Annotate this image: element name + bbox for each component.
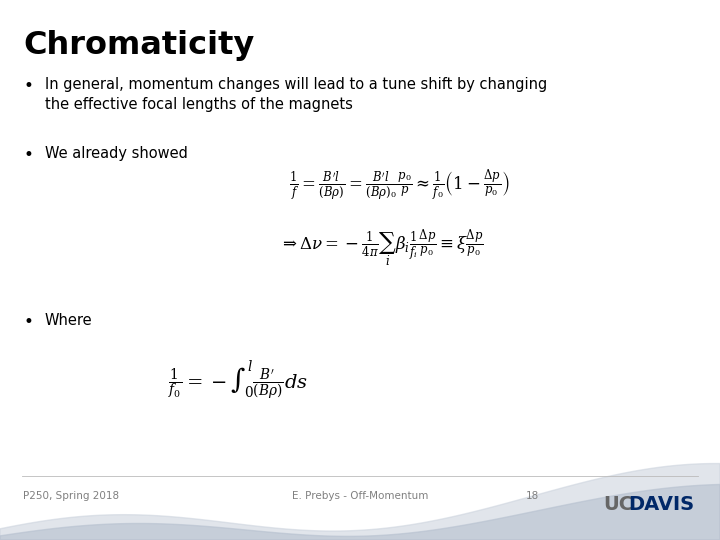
Text: •: • xyxy=(23,313,33,331)
Text: Where: Where xyxy=(45,313,92,328)
Text: In general, momentum changes will lead to a tune shift by changing
the effective: In general, momentum changes will lead t… xyxy=(45,77,547,112)
Text: $\frac{1}{f} = \frac{B'l}{\left(B\rho\right)} = \frac{B'l}{\left(B\rho\right)_0}: $\frac{1}{f} = \frac{B'l}{\left(B\rho\ri… xyxy=(289,167,510,202)
Text: •: • xyxy=(23,77,33,94)
Text: Chromaticity: Chromaticity xyxy=(23,30,254,60)
Text: We already showed: We already showed xyxy=(45,146,187,161)
Text: P250, Spring 2018: P250, Spring 2018 xyxy=(23,491,120,501)
Text: UC: UC xyxy=(603,495,634,515)
Text: DAVIS: DAVIS xyxy=(629,495,695,515)
Text: $\frac{1}{f_0} = -\int_0^l \frac{B'}{\left(B\rho\right)}ds$: $\frac{1}{f_0} = -\int_0^l \frac{B'}{\le… xyxy=(168,359,307,403)
Text: $\Rightarrow \Delta\nu = -\frac{1}{4\pi}\sum_i \beta_i \frac{1}{f_i} \frac{\Delt: $\Rightarrow \Delta\nu = -\frac{1}{4\pi}… xyxy=(279,227,484,269)
Text: •: • xyxy=(23,146,33,164)
Text: E. Prebys - Off-Momentum: E. Prebys - Off-Momentum xyxy=(292,491,428,501)
Text: 18: 18 xyxy=(526,491,539,501)
